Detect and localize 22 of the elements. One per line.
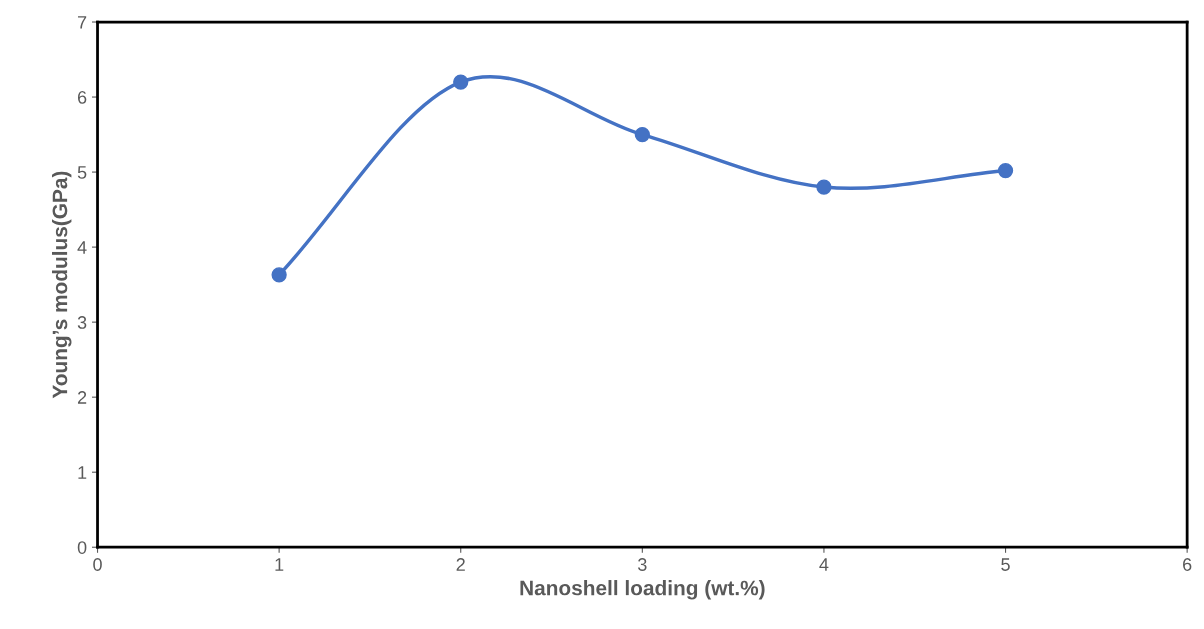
y-tick-label: 0 bbox=[77, 541, 87, 554]
y-tick-label: 7 bbox=[77, 16, 87, 29]
y-tick-label: 1 bbox=[78, 466, 87, 479]
point bbox=[271, 267, 287, 283]
x-tick-label: 0 bbox=[93, 558, 102, 571]
y-tick-label: 2 bbox=[77, 391, 87, 404]
y-tick-label: 3 bbox=[77, 316, 87, 329]
point bbox=[634, 126, 650, 143]
x-tick-label: 4 bbox=[819, 558, 829, 571]
y-axis-title: Young’s modulus(GPa) bbox=[52, 171, 72, 399]
x-tick-label: 6 bbox=[1183, 558, 1192, 571]
x-tick-label: 3 bbox=[638, 558, 647, 571]
x-tick-label: 5 bbox=[1001, 558, 1010, 571]
x-tick-label: 1 bbox=[275, 558, 284, 571]
y-tick-label: 5 bbox=[77, 166, 87, 179]
point bbox=[997, 162, 1014, 179]
point bbox=[453, 74, 469, 90]
y-tick-label: 4 bbox=[77, 241, 87, 254]
x-tick-label: 2 bbox=[456, 558, 465, 571]
point bbox=[816, 179, 832, 195]
y-tick-label: 6 bbox=[77, 90, 87, 104]
x-axis-title: Nanoshell loading (wt.%) bbox=[520, 580, 765, 600]
